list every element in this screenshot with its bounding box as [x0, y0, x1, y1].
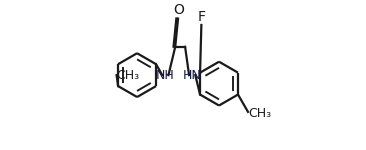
Text: F: F [197, 10, 205, 24]
Text: HN: HN [183, 69, 202, 82]
Text: CH₃: CH₃ [116, 69, 139, 82]
Text: O: O [173, 3, 184, 17]
Text: CH₃: CH₃ [249, 107, 272, 120]
Text: NH: NH [156, 69, 175, 82]
